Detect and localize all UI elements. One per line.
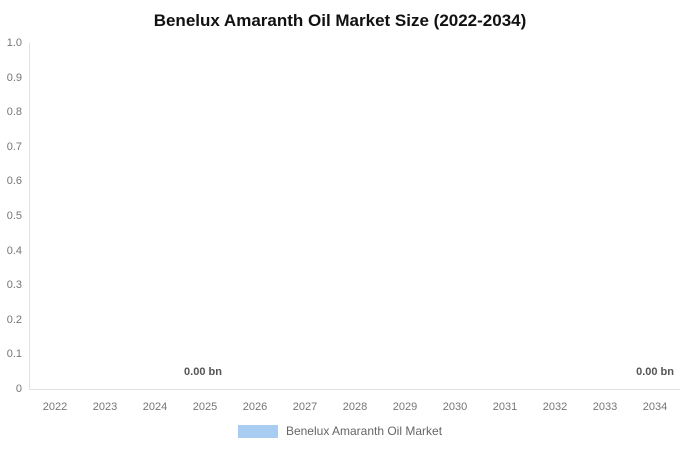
y-axis-tick-label: 0.6 bbox=[6, 175, 22, 187]
x-axis-tick-label: 2028 bbox=[342, 401, 368, 413]
x-axis-tick-label: 2024 bbox=[142, 401, 168, 413]
chart-title: Benelux Amaranth Oil Market Size (2022-2… bbox=[153, 11, 527, 30]
data-label-2025: 0.00 bn bbox=[184, 366, 222, 378]
data-label-2034: 0.00 bn bbox=[636, 366, 674, 378]
y-axis-tick-label: 0.3 bbox=[6, 279, 22, 291]
legend-label: Benelux Amaranth Oil Market bbox=[285, 424, 443, 438]
legend-swatch bbox=[237, 424, 278, 438]
x-axis-tick-label: 2025 bbox=[192, 401, 218, 413]
x-axis-tick-label: 2027 bbox=[292, 401, 318, 413]
y-axis-tick-label: 0.4 bbox=[6, 245, 22, 257]
x-axis-tick-label: 2032 bbox=[542, 401, 568, 413]
y-axis-line bbox=[29, 43, 30, 389]
y-axis-tick-label: 1.0 bbox=[6, 37, 22, 49]
x-axis-tick-label: 2022 bbox=[42, 401, 68, 413]
x-axis-line bbox=[29, 389, 680, 390]
x-axis-tick-label: 2034 bbox=[642, 401, 668, 413]
y-axis-tick-label: 0.2 bbox=[6, 314, 22, 326]
x-axis-tick-label: 2031 bbox=[492, 401, 518, 413]
y-axis-tick-label: 0 bbox=[15, 383, 22, 395]
x-axis-tick-label: 2030 bbox=[442, 401, 468, 413]
y-axis-tick-label: 0.5 bbox=[6, 210, 22, 222]
y-axis-tick-label: 0.1 bbox=[6, 348, 22, 360]
y-axis-tick-label: 0.9 bbox=[6, 72, 22, 84]
y-axis-tick-label: 0.8 bbox=[6, 106, 22, 118]
x-axis-tick-label: 2033 bbox=[592, 401, 618, 413]
legend-item[interactable]: Benelux Amaranth Oil Market bbox=[0, 424, 680, 438]
x-axis-tick-label: 2026 bbox=[242, 401, 268, 413]
y-axis-tick-label: 0.7 bbox=[6, 141, 22, 153]
x-axis-tick-label: 2023 bbox=[92, 401, 118, 413]
x-axis-tick-label: 2029 bbox=[392, 401, 418, 413]
